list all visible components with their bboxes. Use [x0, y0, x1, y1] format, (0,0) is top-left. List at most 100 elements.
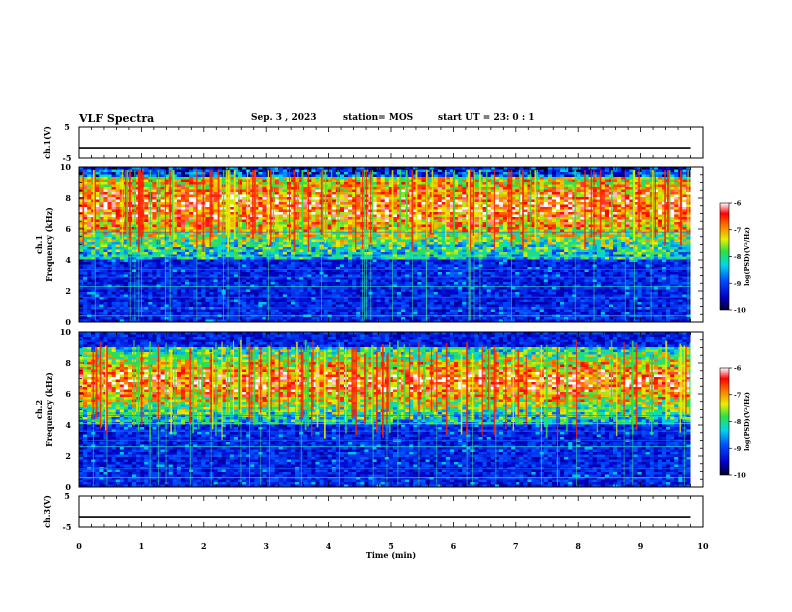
spectrogram-cell [180, 234, 186, 238]
spectrogram-cell [172, 194, 178, 198]
spectrogram-cell [180, 217, 186, 220]
spectrogram-cell [449, 182, 455, 185]
spectrogram-cell [282, 239, 288, 243]
spectrogram-cell [474, 222, 479, 225]
spectrogram-cell [519, 187, 524, 190]
spectrogram-cell [282, 217, 288, 220]
spectrogram-cell [111, 222, 117, 225]
spectrogram-cell [441, 189, 447, 193]
spectrogram-cell [670, 232, 675, 235]
spectrogram-cell [168, 204, 174, 208]
spectrogram-cell [274, 172, 280, 175]
spectrogram-cell [348, 234, 353, 238]
spectrogram-cell [392, 237, 398, 240]
spectrogram-cell [229, 232, 235, 235]
spectrogram-cell [217, 214, 223, 218]
spectrogram-cell [278, 237, 284, 240]
spectrogram-cell [641, 222, 647, 225]
spectrogram-cell [596, 184, 602, 188]
spectrogram-cell [107, 209, 113, 213]
spectrogram-cell [311, 239, 316, 243]
spectrogram-cell [396, 234, 402, 238]
spectrogram-cell [511, 229, 516, 233]
spectrogram-cell [527, 232, 532, 235]
spectrogram-cell [315, 234, 320, 238]
spectrogram-cell [282, 202, 288, 205]
spectrogram-cell [115, 209, 121, 213]
spectrogram-cell [384, 174, 390, 178]
spectrogram-cell [486, 222, 492, 225]
spectrogram-cell [115, 207, 121, 210]
spectrogram-cell [380, 194, 386, 198]
spectrogram-cell [168, 167, 174, 170]
spectrogram-cell [543, 179, 549, 183]
spectrogram-cell [278, 177, 284, 180]
spectrogram-cell [185, 204, 190, 208]
spectrogram-cell [547, 212, 553, 215]
spectrogram-cell [686, 209, 691, 213]
spectrogram-cell [617, 194, 622, 198]
spectrogram-cell [576, 184, 581, 188]
spectrogram-cell [189, 209, 194, 213]
spectrogram-cell [445, 174, 451, 178]
spectrogram-cell [621, 169, 626, 173]
spectrogram-cell [254, 229, 259, 233]
spectrogram-cell [441, 187, 447, 190]
spectrogram-cell [348, 212, 353, 215]
spectrogram-cell [560, 234, 565, 238]
spectrogram-cell [572, 242, 577, 245]
spectrogram-cell [376, 242, 382, 245]
spectrogram-cell [600, 224, 606, 228]
spectrogram-cell [327, 239, 333, 243]
spectrogram-cell [144, 224, 149, 228]
spectrogram-cell [303, 227, 308, 230]
spectrogram-cell [388, 219, 394, 223]
spectrogram-cell [498, 174, 504, 178]
spectrogram-cell [303, 172, 308, 175]
spectrogram-cell [144, 204, 149, 208]
spectrogram-cell [99, 182, 104, 185]
spectrogram-cell [258, 199, 263, 203]
spectrogram-cell [132, 169, 137, 173]
spectrogram-cell [95, 229, 100, 233]
spectrogram-cell [449, 179, 455, 183]
spectrogram-cell [315, 187, 320, 190]
spectrogram-cell [682, 192, 687, 195]
spectrogram-cell [176, 227, 182, 230]
spectrogram-cell [343, 204, 349, 208]
spectrogram-cell [343, 194, 349, 198]
spectrogram-cell [617, 204, 622, 208]
spectrogram-cell [458, 179, 463, 183]
spectrogram-cell [645, 199, 651, 203]
spectrogram-cell [560, 244, 565, 248]
spectrogram-cell [625, 209, 630, 213]
spectrogram-cell [547, 229, 553, 233]
spectrogram-cell [409, 199, 414, 203]
spectrogram-cell [555, 182, 561, 185]
spectrogram-cell [107, 212, 113, 215]
spectrogram-cell [290, 204, 296, 208]
spectrogram-cell [511, 217, 516, 220]
spectrogram-cell [470, 177, 475, 180]
spectrogram-cell [168, 184, 174, 188]
spectrogram-cell [600, 182, 606, 185]
spectrogram-cell [523, 187, 528, 190]
spectrogram-cell [376, 189, 382, 193]
spectrogram-cell [160, 167, 166, 170]
spectrogram-cell [262, 244, 267, 248]
spectrogram-cell [437, 222, 443, 225]
spectrogram-cell [278, 169, 284, 173]
spectrogram-cell [392, 234, 398, 238]
spectrogram-cell [262, 224, 267, 228]
spectrogram-cell [262, 229, 267, 233]
spectrogram-cell [478, 242, 484, 245]
spectrogram-cell [396, 202, 402, 205]
spectrogram-cell [103, 209, 108, 213]
spectrogram-cell [327, 202, 333, 205]
spectrogram-cell [311, 199, 316, 203]
spectrogram-cell [470, 199, 475, 203]
spectrogram-cell [213, 202, 219, 205]
spectrogram-cell [584, 212, 589, 215]
spectrogram-cell [580, 179, 585, 183]
spectrogram-cell [384, 194, 390, 198]
